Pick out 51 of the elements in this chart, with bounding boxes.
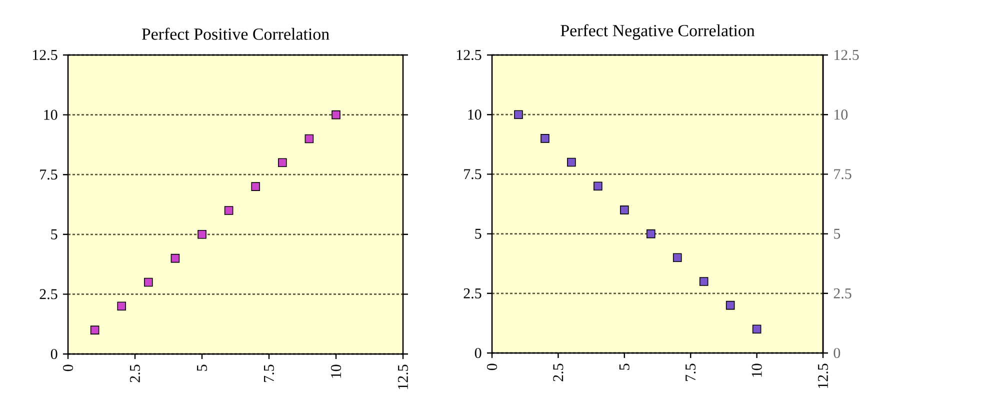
y2-tick-label: 5	[475, 228, 482, 239]
y-tick-label: 12.5	[834, 50, 859, 60]
x-tick-label: 2.5	[130, 364, 140, 382]
x-tick-label: 7.5	[264, 364, 274, 382]
y-tick-label: 2.5	[40, 289, 58, 300]
y-tick-label: 5	[51, 229, 58, 240]
y-tick-label: 0	[834, 348, 840, 358]
point	[672, 253, 682, 262]
chart-title: Perfect Positive Correlation	[142, 28, 330, 40]
x-tick-label: 7.5	[686, 364, 696, 381]
x-tick-label: 2.5	[553, 364, 564, 382]
y2-tick-label: 2.5	[464, 288, 482, 298]
point	[514, 110, 523, 119]
y-tick-label: 10	[834, 110, 848, 120]
x-tick-label: 5	[197, 364, 207, 371]
y-tick-label: 5	[834, 228, 840, 239]
y2-tick-label: 10	[468, 110, 482, 120]
point	[540, 134, 550, 143]
x-tick-label: 0	[62, 364, 74, 372]
y2-tick-label: 0	[474, 348, 482, 358]
point	[726, 300, 735, 310]
point	[620, 206, 629, 214]
point	[251, 182, 260, 191]
y-tick-label: 0	[50, 348, 58, 360]
point	[117, 302, 126, 311]
y-tick-label: 7.5	[40, 170, 58, 180]
x-tick-label: 10	[752, 364, 762, 377]
point	[594, 182, 602, 191]
x-tick-label: 0	[486, 364, 498, 370]
point	[332, 110, 340, 120]
point	[170, 254, 180, 263]
y2-tick-label: 7.5	[464, 169, 482, 180]
x-tick-label: 12.5	[398, 364, 408, 390]
point	[144, 278, 153, 287]
chart-title: Perfect Negative Correlation	[560, 24, 755, 40]
y-tick-label: 10	[44, 110, 58, 120]
x-tick-label: 10	[330, 364, 342, 378]
y2-tick-label: 12.5	[456, 50, 482, 60]
point	[278, 158, 287, 168]
x-tick-label: 5	[619, 364, 630, 370]
point	[699, 277, 708, 286]
point	[304, 134, 314, 144]
point	[198, 230, 206, 239]
point	[752, 324, 762, 334]
point	[567, 158, 576, 167]
y-tick-label: 7.5	[834, 169, 852, 180]
point	[90, 326, 100, 334]
y-tick-label: 2.5	[834, 288, 852, 298]
point	[224, 206, 234, 215]
y-tick-label: 12.5	[32, 50, 58, 60]
point	[646, 229, 656, 238]
